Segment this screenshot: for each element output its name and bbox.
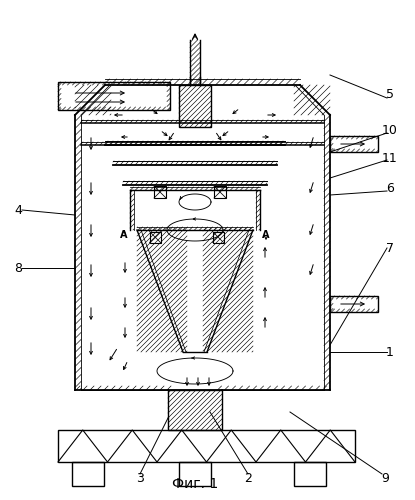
Text: 6: 6 — [386, 182, 394, 194]
Text: 3: 3 — [136, 472, 144, 484]
Bar — [330, 136, 378, 152]
Bar — [179, 462, 211, 486]
Bar — [294, 462, 326, 486]
Bar — [58, 430, 355, 462]
Text: A: A — [120, 230, 128, 240]
Text: 9: 9 — [381, 472, 389, 484]
Text: 10: 10 — [382, 124, 398, 136]
Bar — [168, 390, 222, 430]
Text: 7: 7 — [386, 242, 394, 254]
Text: Фиг. 1: Фиг. 1 — [172, 477, 218, 491]
Bar — [72, 462, 104, 486]
Text: 4: 4 — [14, 204, 22, 216]
Text: 2: 2 — [244, 472, 252, 484]
Text: 1: 1 — [386, 346, 394, 358]
Text: A: A — [262, 230, 270, 240]
Bar — [58, 82, 170, 110]
Bar — [149, 232, 161, 242]
Text: 11: 11 — [382, 152, 398, 164]
Bar — [330, 296, 378, 312]
Bar — [214, 186, 226, 198]
Text: 5: 5 — [386, 88, 394, 102]
Text: 8: 8 — [14, 262, 22, 274]
Bar — [154, 186, 166, 198]
Bar — [179, 85, 211, 127]
Bar — [212, 232, 224, 242]
